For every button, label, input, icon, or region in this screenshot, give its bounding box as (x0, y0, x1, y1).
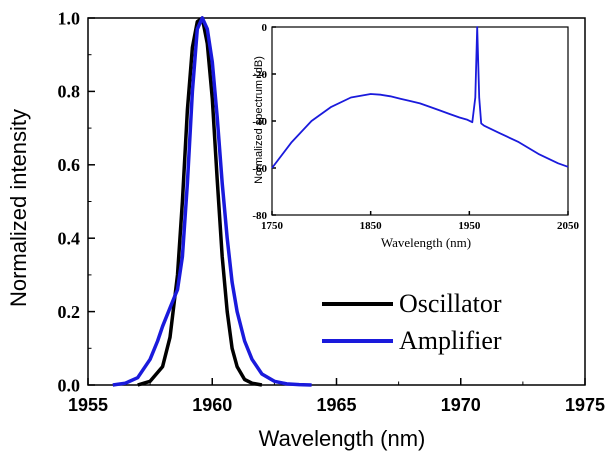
inset-x-tick-label: 1850 (360, 220, 383, 232)
inset-y-tick-label: -60 (252, 163, 267, 175)
main-y-tick-label: 0.6 (58, 155, 81, 175)
main-x-tick-label: 1955 (68, 395, 108, 415)
legend-label-amplifier: Amplifier (399, 326, 502, 355)
inset-x-axis-label: Wavelength (nm) (381, 235, 471, 250)
inset-background (272, 27, 568, 215)
main-x-tick-label: 1960 (192, 395, 232, 415)
main-y-tick-label: 0.2 (58, 302, 81, 322)
inset-plot-frame (271, 26, 569, 216)
main-y-tick-label: 0.4 (58, 229, 81, 249)
inset-x-tick-label: 2050 (557, 220, 580, 232)
legend-label-oscillator: Oscillator (399, 289, 502, 318)
main-x-axis-label: Wavelength (nm) (259, 426, 426, 451)
series-line-oscillator (137, 16, 263, 387)
legend: Oscillator Amplifier (322, 289, 502, 355)
series-line-amplifier (112, 16, 312, 387)
main-y-tick-label: 1.0 (58, 8, 81, 28)
main-ticks: 1955 1960 1965 1970 1975 0.0 0.2 0.4 0.6 0.8 1.0 (58, 8, 606, 415)
inset-y-tick-label: -20 (252, 69, 267, 81)
inset-y-tick-label: 0 (262, 22, 268, 34)
main-y-axis-label: Normalized intensity (6, 109, 31, 307)
inset-x-tick-label: 1750 (261, 220, 284, 232)
inset-ticks: 1750 1850 1950 2050 0 -20 -40 -60 -80 (252, 22, 579, 232)
inset-y-tick-label: -40 (252, 116, 267, 128)
inset-y-axis-label: Normalized spectrum (dB) (253, 56, 265, 184)
inset-series (271, 26, 569, 169)
inset-x-tick-label: 1950 (458, 220, 481, 232)
main-x-tick-label: 1965 (316, 395, 356, 415)
main-series (112, 16, 312, 387)
inset-y-tick-label: -80 (252, 210, 267, 222)
main-y-tick-label: 0.0 (58, 375, 81, 395)
inset-series-line (271, 26, 569, 169)
main-x-tick-label: 1975 (565, 395, 605, 415)
main-y-tick-label: 0.8 (58, 82, 81, 102)
main-x-tick-label: 1970 (441, 395, 481, 415)
